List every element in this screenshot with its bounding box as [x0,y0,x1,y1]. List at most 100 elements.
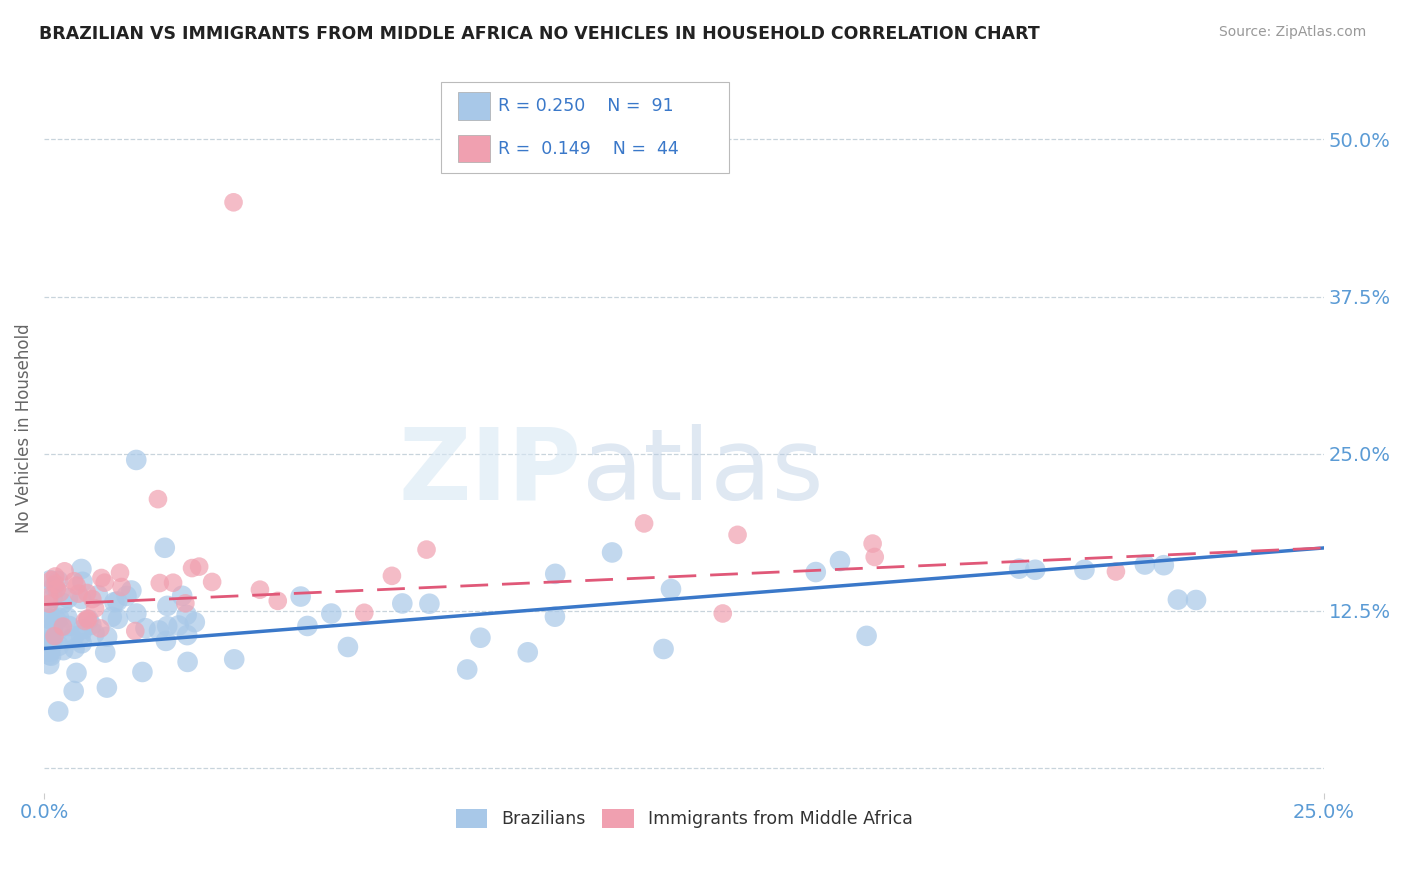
Point [63,574,86,589]
Point [41,639,63,653]
Text: R = 0.250    N =  91: R = 0.250 N = 91 [499,97,673,115]
Point [381,569,404,583]
Legend: Brazilians, Immigrants from Middle Africa: Brazilians, Immigrants from Middle Afric… [449,802,920,835]
Point [38,607,60,621]
Point [222,195,245,210]
Point [174,596,197,610]
Point [1167,592,1189,607]
Text: ZIP: ZIP [399,424,582,521]
Text: atlas: atlas [582,424,824,521]
Point [156,599,179,613]
Point [56,591,79,606]
FancyBboxPatch shape [441,82,728,173]
Point [391,597,413,611]
Point [828,554,851,568]
Point [146,492,169,507]
Text: R =  0.149    N =  44: R = 0.149 N = 44 [499,140,679,158]
Point [72,574,94,589]
Point [297,619,319,633]
Point [336,640,359,654]
Point [48,622,70,636]
Point [96,630,118,644]
Point [90,571,112,585]
Point [46,705,69,719]
Point [93,575,115,590]
Point [70,636,93,650]
Point [456,663,478,677]
Point [1073,563,1095,577]
Point [94,646,117,660]
Point [58,619,80,633]
Point [156,619,179,633]
Point [96,681,118,695]
Point [38,634,60,648]
Point [77,613,100,627]
Point [53,564,76,578]
Point [148,624,170,638]
Point [125,453,148,467]
Point [1153,558,1175,573]
Point [415,542,437,557]
Text: BRAZILIAN VS IMMIGRANTS FROM MIDDLE AFRICA NO VEHICLES IN HOUSEHOLD CORRELATION : BRAZILIAN VS IMMIGRANTS FROM MIDDLE AFRI… [39,25,1040,43]
Point [155,633,177,648]
Point [46,574,69,588]
Point [188,559,211,574]
Point [470,631,492,645]
Point [38,612,60,626]
Point [38,657,60,672]
Point [48,639,70,653]
Point [544,566,567,581]
Point [172,589,194,603]
Point [48,610,70,624]
Point [1105,565,1128,579]
Point [84,601,107,615]
Point [652,642,675,657]
FancyBboxPatch shape [457,93,489,120]
Point [38,597,60,611]
Point [45,577,67,591]
Point [101,609,124,624]
Point [176,607,198,622]
Point [80,617,103,632]
Point [70,628,93,642]
Point [41,591,63,605]
Point [103,595,125,609]
Point [544,609,567,624]
Point [82,592,104,607]
Point [39,573,62,587]
Point [39,648,62,663]
Point [60,632,83,646]
Point [67,587,90,601]
Text: Source: ZipAtlas.com: Source: ZipAtlas.com [1219,25,1367,39]
Point [727,528,749,542]
Point [290,590,312,604]
Point [38,648,60,662]
Point [633,516,655,531]
Point [38,590,60,604]
Point [87,588,110,602]
Point [224,652,246,666]
Point [131,665,153,679]
Point [66,579,89,593]
Point [149,576,172,591]
Point [83,626,105,640]
Point [73,614,96,628]
Y-axis label: No Vehicles in Household: No Vehicles in Household [15,324,32,533]
Point [863,549,886,564]
Point [134,621,156,635]
Point [167,618,190,632]
Point [62,684,84,698]
Point [153,541,176,555]
Point [110,580,132,594]
Point [70,592,93,607]
Point [38,644,60,658]
Point [72,623,94,637]
Point [56,610,79,624]
Point [77,613,100,627]
Point [63,641,86,656]
Point [65,665,87,680]
Point [70,562,93,576]
Point [1185,593,1208,607]
Point [41,624,63,639]
Point [44,629,66,643]
